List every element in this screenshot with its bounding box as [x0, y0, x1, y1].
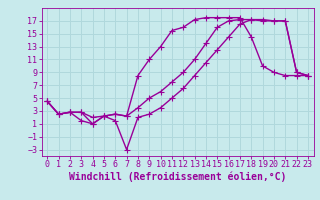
- X-axis label: Windchill (Refroidissement éolien,°C): Windchill (Refroidissement éolien,°C): [69, 172, 286, 182]
